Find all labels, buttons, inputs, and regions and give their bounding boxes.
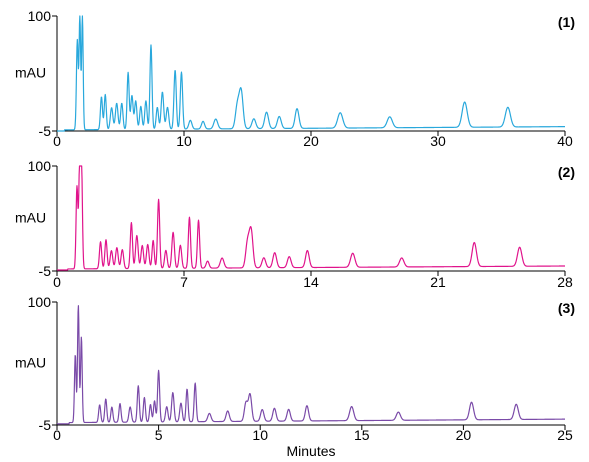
x-tick-label: 25 bbox=[557, 427, 573, 443]
chromatogram-panel-1: -5 100 0 10 20 30 40 mAU (1) bbox=[15, 8, 575, 149]
panel-label: (3) bbox=[558, 300, 575, 316]
x-tick-label: 5 bbox=[155, 427, 163, 443]
chromatogram-trace bbox=[56, 15, 566, 132]
x-tick-label: 15 bbox=[354, 427, 370, 443]
y-tick-label: -5 bbox=[39, 263, 52, 279]
y-tick-label: 100 bbox=[28, 8, 52, 24]
x-tick-label: 40 bbox=[557, 133, 573, 149]
panel-label: (2) bbox=[558, 164, 575, 180]
chromatogram-trace bbox=[56, 165, 566, 271]
y-tick-label: 100 bbox=[28, 294, 52, 310]
y-tick-label: -5 bbox=[39, 417, 52, 433]
y-axis-label: mAU bbox=[15, 65, 46, 81]
x-axis-label: Minutes bbox=[286, 443, 335, 459]
x-tick-label: 28 bbox=[557, 274, 573, 290]
chromatogram-panel-2: -5 100 0 7 14 21 28 mAU (2) bbox=[15, 158, 575, 290]
y-axis-label: mAU bbox=[15, 210, 46, 226]
x-tick-label: 21 bbox=[430, 274, 446, 290]
y-tick-label: 100 bbox=[28, 158, 52, 174]
x-tick-label: 10 bbox=[176, 133, 192, 149]
x-tick-label: 20 bbox=[456, 427, 472, 443]
y-axis-label: mAU bbox=[15, 355, 46, 371]
x-tick-label: 10 bbox=[252, 427, 268, 443]
x-tick-label: 0 bbox=[53, 274, 61, 290]
x-tick-label: 14 bbox=[303, 274, 319, 290]
panel-label: (1) bbox=[558, 14, 575, 30]
y-tick-label: -5 bbox=[39, 123, 52, 139]
x-tick-label: 0 bbox=[53, 427, 61, 443]
x-tick-label: 20 bbox=[303, 133, 319, 149]
x-tick-label: 0 bbox=[53, 133, 61, 149]
x-tick-label: 30 bbox=[430, 133, 446, 149]
chromatogram-trace bbox=[56, 305, 566, 425]
chromatogram-panel-3: -5 100 0 5 10 15 20 25 mAU (3) Minutes bbox=[15, 294, 575, 459]
x-tick-label: 7 bbox=[180, 274, 188, 290]
